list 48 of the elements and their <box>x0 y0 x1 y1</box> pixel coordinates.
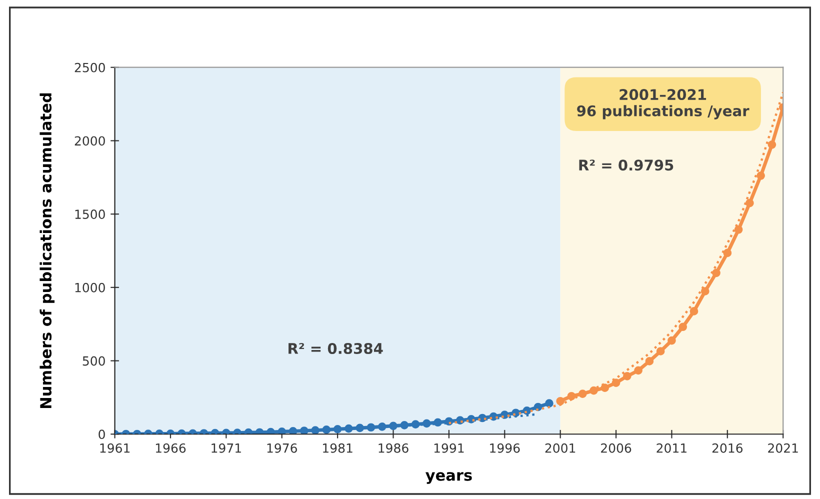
point <box>723 248 732 258</box>
point <box>634 366 642 375</box>
point <box>756 171 765 180</box>
y-tick-label: 1500 <box>75 210 105 219</box>
point <box>768 140 776 149</box>
point <box>734 225 743 234</box>
point <box>411 420 420 428</box>
x-tick-label: 2011 <box>656 443 686 453</box>
point <box>656 347 665 356</box>
y-tick-label: 2500 <box>74 62 105 72</box>
x-tick-label: 1976 <box>267 443 297 453</box>
annotation: R² = 0.8384 <box>288 342 383 354</box>
annotation: 2001–2021 96 publications /year <box>577 89 750 120</box>
point <box>645 357 654 366</box>
x-tick-label: 1981 <box>323 443 352 453</box>
point <box>622 372 632 380</box>
x-tick-label: 2006 <box>601 443 632 453</box>
x-tick-label: 1996 <box>490 443 520 453</box>
x-axis-title: years <box>426 472 472 484</box>
point <box>400 421 409 430</box>
y-tick-label: 1000 <box>75 282 105 292</box>
annotation: R² = 0.9795 <box>579 160 674 171</box>
x-tick-label: 1971 <box>212 443 241 453</box>
x-tick-label: 1966 <box>156 443 186 453</box>
point <box>690 307 698 316</box>
point <box>668 336 676 345</box>
y-tick-label: 500 <box>82 356 105 366</box>
x-tick-label: 1961 <box>100 443 130 453</box>
x-tick-label: 2001 <box>545 443 576 453</box>
point <box>311 426 320 434</box>
point <box>700 287 710 296</box>
point <box>678 322 688 332</box>
y-axis-title: Numbers of publications acumulated <box>40 93 55 408</box>
point <box>567 392 576 400</box>
point <box>746 198 754 208</box>
point <box>389 422 398 430</box>
y-tick-label: 0 <box>98 430 105 440</box>
point <box>612 378 620 387</box>
point <box>556 396 564 406</box>
x-tick-label: 2016 <box>712 443 743 453</box>
x-tick-label: 1991 <box>434 443 464 453</box>
y-tick-label: 2000 <box>74 136 105 146</box>
point <box>545 399 554 408</box>
point <box>712 268 720 278</box>
point <box>600 384 610 392</box>
point <box>590 386 598 395</box>
x-tick-label: 2021 <box>768 443 798 453</box>
x-tick-label: 1986 <box>378 443 408 453</box>
